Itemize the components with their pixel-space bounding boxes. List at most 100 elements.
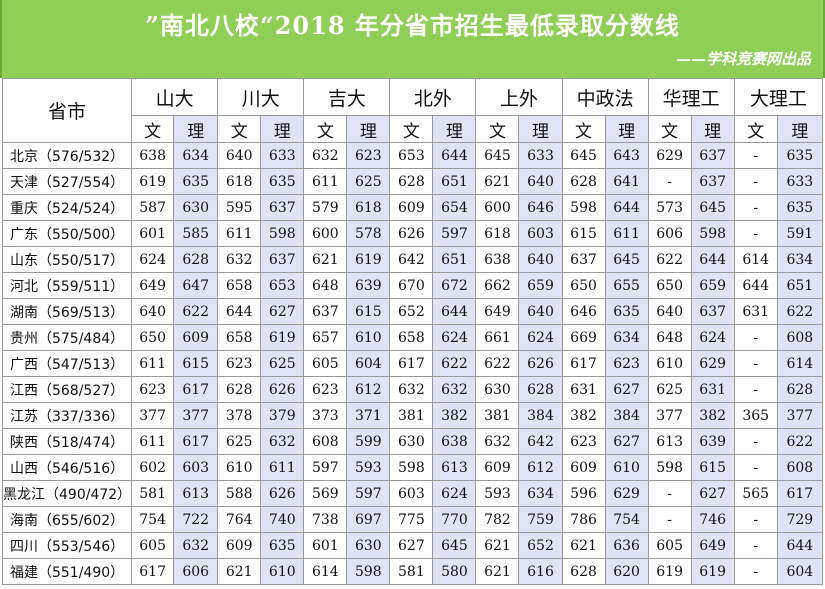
liberal-arts-score-cell: 648	[647, 324, 692, 351]
science-score-cell: 617	[173, 376, 219, 403]
liberal-arts-score-cell: 644	[217, 298, 262, 325]
science-score-cell: 623	[346, 142, 391, 169]
science-score-cell: 635	[776, 194, 824, 221]
science-score-cell: 639	[346, 272, 391, 299]
liberal-arts-score-cell: 622	[475, 350, 520, 377]
science-score-cell: 634	[776, 246, 824, 273]
province-cell: 天津（527/554）	[1, 168, 133, 195]
liberal-arts-score-cell: 378	[217, 402, 262, 429]
liberal-arts-score-cell: 637	[561, 246, 606, 273]
liberal-arts-score-cell: 598	[561, 194, 606, 221]
score-table: 省市 山大 川大 吉大 北外 上外 中政法 华理工 大理工 文理文理文理文理文理文理文理文理 …	[1, 78, 824, 585]
liberal-arts-score-cell: 650	[561, 272, 606, 299]
science-score-cell: 612	[346, 376, 391, 403]
liberal-arts-header: 文	[131, 115, 175, 143]
liberal-arts-score-cell: -	[647, 506, 692, 533]
science-score-cell: 609	[173, 324, 219, 351]
school-header: 吉大	[303, 78, 391, 116]
liberal-arts-score-cell: 618	[475, 220, 520, 247]
science-score-cell: 610	[604, 454, 649, 481]
school-header: 川大	[217, 78, 305, 116]
science-score-cell: 697	[346, 506, 391, 533]
school-header: 山大	[131, 78, 219, 116]
science-score-cell: 722	[173, 506, 219, 533]
science-score-cell: 637	[690, 168, 735, 195]
science-score-cell: 635	[173, 168, 219, 195]
science-score-cell: 603	[518, 220, 563, 247]
liberal-arts-score-cell: 645	[561, 142, 606, 169]
liberal-arts-score-cell: 603	[389, 480, 434, 507]
province-cell: 贵州（575/484）	[1, 324, 133, 351]
science-score-cell: 617	[173, 428, 219, 455]
liberal-arts-score-cell: 786	[561, 506, 606, 533]
science-score-cell: 642	[518, 428, 563, 455]
science-score-cell: 633	[776, 168, 824, 195]
table-row: 陕西（518/474） 611 617 625 632 608 599 630 638 632 64…	[1, 428, 824, 455]
liberal-arts-score-cell: 629	[647, 142, 692, 169]
science-score-cell: 635	[776, 142, 824, 169]
science-score-cell: 635	[260, 532, 305, 559]
liberal-arts-score-cell: 632	[475, 428, 520, 455]
science-score-cell: 608	[776, 454, 824, 481]
science-score-cell: 622	[776, 428, 824, 455]
science-score-cell: 626	[260, 376, 305, 403]
science-score-cell: 649	[690, 532, 735, 559]
liberal-arts-score-cell: 637	[303, 298, 348, 325]
liberal-arts-score-cell: 625	[217, 428, 262, 455]
science-score-cell: 626	[260, 480, 305, 507]
liberal-arts-score-cell: 569	[303, 480, 348, 507]
liberal-arts-header: 文	[217, 115, 262, 143]
liberal-arts-score-cell: -	[733, 506, 778, 533]
liberal-arts-score-cell: 614	[303, 558, 348, 585]
liberal-arts-score-cell: 619	[131, 168, 175, 195]
science-score-cell: 628	[518, 376, 563, 403]
science-score-cell: 598	[690, 220, 735, 247]
science-score-cell: 639	[690, 428, 735, 455]
table-row: 海南（655/602） 754 722 764 740 738 697 775 770 782 75…	[1, 506, 824, 533]
liberal-arts-score-cell: 611	[131, 350, 175, 377]
science-score-cell: 628	[173, 246, 219, 273]
liberal-arts-score-cell: 638	[131, 142, 175, 169]
liberal-arts-score-cell: 588	[217, 480, 262, 507]
liberal-arts-score-cell: 600	[303, 220, 348, 247]
liberal-arts-score-cell: 621	[475, 532, 520, 559]
science-score-cell: 632	[173, 532, 219, 559]
province-cell: 北京（576/532）	[1, 142, 133, 169]
liberal-arts-score-cell: 613	[647, 428, 692, 455]
science-score-cell: 637	[690, 142, 735, 169]
science-score-cell: 637	[260, 194, 305, 221]
science-score-cell: 627	[604, 428, 649, 455]
science-score-cell: 618	[346, 194, 391, 221]
science-score-cell: 638	[432, 428, 477, 455]
liberal-arts-score-cell: 573	[647, 194, 692, 221]
science-header: 理	[432, 115, 477, 143]
science-score-cell: 640	[518, 168, 563, 195]
liberal-arts-score-cell: 609	[475, 454, 520, 481]
province-cell: 江西（568/527）	[1, 376, 133, 403]
liberal-arts-score-cell: 627	[389, 532, 434, 559]
liberal-arts-score-cell: 377	[131, 402, 175, 429]
school-header: 大理工	[733, 78, 824, 116]
science-score-cell: 655	[604, 272, 649, 299]
science-score-cell: 637	[690, 298, 735, 325]
liberal-arts-score-cell: 611	[217, 220, 262, 247]
liberal-arts-score-cell: 775	[389, 506, 434, 533]
science-score-cell: 645	[432, 532, 477, 559]
liberal-arts-score-cell: -	[733, 350, 778, 377]
province-cell: 福建（551/490）	[1, 558, 133, 585]
science-score-cell: 622	[173, 298, 219, 325]
science-score-cell: 382	[432, 402, 477, 429]
liberal-arts-score-cell: 628	[217, 376, 262, 403]
school-header: 上外	[475, 78, 563, 116]
province-cell: 江苏（337/336）	[1, 402, 133, 429]
science-score-cell: 659	[690, 272, 735, 299]
school-header: 北外	[389, 78, 477, 116]
page-title: ”南北八校“2018 年分省市招生最低录取分数线	[145, 11, 680, 40]
science-score-cell: 604	[346, 350, 391, 377]
liberal-arts-score-cell: 381	[475, 402, 520, 429]
science-score-cell: 651	[432, 168, 477, 195]
science-score-cell: 613	[173, 480, 219, 507]
science-score-cell: 626	[518, 350, 563, 377]
science-score-cell: 598	[346, 558, 391, 585]
